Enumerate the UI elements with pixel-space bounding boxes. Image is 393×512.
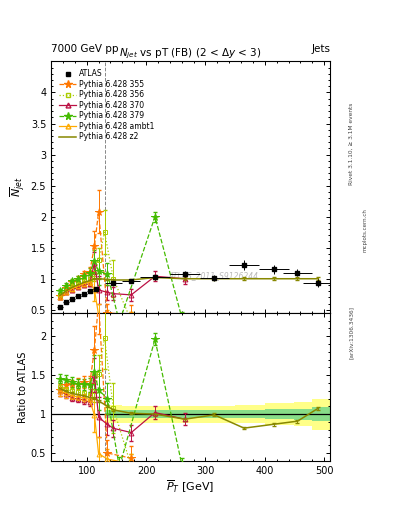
Pythia 6.428 356 xyxy=(70,283,74,289)
Pythia 6.428 355 xyxy=(96,208,101,215)
Line: Pythia 6.428 379: Pythia 6.428 379 xyxy=(56,213,185,326)
Pythia 6.428 ambt1 xyxy=(58,294,62,300)
Line: Pythia 6.428 356: Pythia 6.428 356 xyxy=(57,230,134,324)
Pythia 6.428 379 xyxy=(92,258,97,264)
Text: Rivet 3.1.10, ≥ 3.1M events: Rivet 3.1.10, ≥ 3.1M events xyxy=(349,102,354,184)
Pythia 6.428 ambt1 xyxy=(92,287,97,293)
Pythia 6.428 370 xyxy=(105,289,110,295)
Text: [arXiv:1306.3436]: [arXiv:1306.3436] xyxy=(349,306,354,359)
Pythia 6.428 z2 xyxy=(212,275,217,282)
Y-axis label: $\overline{N}_{jet}$: $\overline{N}_{jet}$ xyxy=(9,177,28,198)
Line: Pythia 6.428 355: Pythia 6.428 355 xyxy=(56,208,135,318)
Pythia 6.428 355 xyxy=(75,275,80,282)
Pythia 6.428 355 xyxy=(129,312,134,318)
Pythia 6.428 z2 xyxy=(295,275,300,282)
Pythia 6.428 356 xyxy=(81,278,86,284)
Pythia 6.428 379 xyxy=(81,272,86,279)
Pythia 6.428 z2 xyxy=(271,275,276,282)
Pythia 6.428 379 xyxy=(179,314,184,321)
Text: mcplots.cern.ch: mcplots.cern.ch xyxy=(363,208,368,252)
Pythia 6.428 370 xyxy=(75,284,80,290)
Pythia 6.428 ambt1 xyxy=(87,279,92,285)
Pythia 6.428 z2 xyxy=(75,282,80,288)
Pythia 6.428 379 xyxy=(70,278,74,284)
Pythia 6.428 370 xyxy=(129,292,134,298)
Pythia 6.428 ambt1 xyxy=(64,289,68,295)
Pythia 6.428 355 xyxy=(70,280,74,286)
Pythia 6.428 370 xyxy=(111,291,116,297)
Text: 7000 GeV pp: 7000 GeV pp xyxy=(51,44,119,54)
Pythia 6.428 z2 xyxy=(152,274,157,281)
Pythia 6.428 356 xyxy=(92,271,97,277)
Pythia 6.428 z2 xyxy=(87,278,92,284)
Pythia 6.428 370 xyxy=(87,281,92,287)
Pythia 6.428 356 xyxy=(87,275,92,282)
Pythia 6.428 z2 xyxy=(92,275,97,282)
Pythia 6.428 379 xyxy=(117,319,122,325)
Pythia 6.428 z2 xyxy=(70,284,74,290)
Text: ATLAS_2011_S9126244: ATLAS_2011_S9126244 xyxy=(168,271,258,280)
Pythia 6.428 379 xyxy=(64,283,68,289)
Pythia 6.428 356 xyxy=(96,257,101,263)
Pythia 6.428 ambt1 xyxy=(81,281,86,287)
Pythia 6.428 370 xyxy=(70,287,74,293)
Pythia 6.428 379 xyxy=(87,269,92,275)
Pythia 6.428 z2 xyxy=(182,275,187,282)
Pythia 6.428 355 xyxy=(105,310,110,316)
Pythia 6.428 355 xyxy=(87,269,92,275)
Pythia 6.428 z2 xyxy=(58,292,62,298)
Pythia 6.428 355 xyxy=(64,285,68,291)
Pythia 6.428 356 xyxy=(75,281,80,287)
Pythia 6.428 379 xyxy=(96,268,101,274)
Pythia 6.428 370 xyxy=(96,287,101,293)
Legend: ATLAS, Pythia 6.428 355, Pythia 6.428 356, Pythia 6.428 370, Pythia 6.428 379, P: ATLAS, Pythia 6.428 355, Pythia 6.428 35… xyxy=(58,68,156,143)
Pythia 6.428 z2 xyxy=(105,276,110,283)
X-axis label: $\overline{P}_T$ [GeV]: $\overline{P}_T$ [GeV] xyxy=(167,478,215,495)
Text: Jets: Jets xyxy=(311,44,330,54)
Pythia 6.428 379 xyxy=(152,214,157,220)
Pythia 6.428 356 xyxy=(102,229,107,235)
Pythia 6.428 355 xyxy=(81,271,86,278)
Pythia 6.428 ambt1 xyxy=(96,312,101,318)
Line: Pythia 6.428 z2: Pythia 6.428 z2 xyxy=(60,278,318,295)
Pythia 6.428 370 xyxy=(182,275,187,282)
Pythia 6.428 356 xyxy=(129,318,134,324)
Line: Pythia 6.428 ambt1: Pythia 6.428 ambt1 xyxy=(57,280,134,322)
Pythia 6.428 370 xyxy=(152,273,157,280)
Pythia 6.428 355 xyxy=(92,243,97,249)
Pythia 6.428 356 xyxy=(58,292,62,298)
Pythia 6.428 370 xyxy=(92,260,97,266)
Pythia 6.428 z2 xyxy=(316,275,321,282)
Pythia 6.428 ambt1 xyxy=(129,316,134,322)
Pythia 6.428 370 xyxy=(58,294,62,300)
Pythia 6.428 ambt1 xyxy=(75,283,80,289)
Title: $N_{jet}$ vs pT (FB) (2 < $\Delta y$ < 3): $N_{jet}$ vs pT (FB) (2 < $\Delta y$ < 3… xyxy=(119,46,262,61)
Pythia 6.428 z2 xyxy=(111,277,116,283)
Pythia 6.428 370 xyxy=(64,289,68,295)
Pythia 6.428 ambt1 xyxy=(70,286,74,292)
Pythia 6.428 z2 xyxy=(242,275,246,282)
Pythia 6.428 356 xyxy=(64,287,68,293)
Pythia 6.428 z2 xyxy=(81,280,86,286)
Pythia 6.428 ambt1 xyxy=(105,314,110,321)
Pythia 6.428 355 xyxy=(58,293,62,299)
Pythia 6.428 356 xyxy=(111,275,116,282)
Pythia 6.428 z2 xyxy=(129,277,134,283)
Line: Pythia 6.428 370: Pythia 6.428 370 xyxy=(57,261,187,299)
Pythia 6.428 370 xyxy=(81,282,86,288)
Pythia 6.428 379 xyxy=(105,271,110,277)
Pythia 6.428 379 xyxy=(75,275,80,282)
Pythia 6.428 z2 xyxy=(96,275,101,282)
Pythia 6.428 379 xyxy=(58,288,62,294)
Pythia 6.428 z2 xyxy=(64,288,68,294)
Y-axis label: Ratio to ATLAS: Ratio to ATLAS xyxy=(18,351,28,422)
